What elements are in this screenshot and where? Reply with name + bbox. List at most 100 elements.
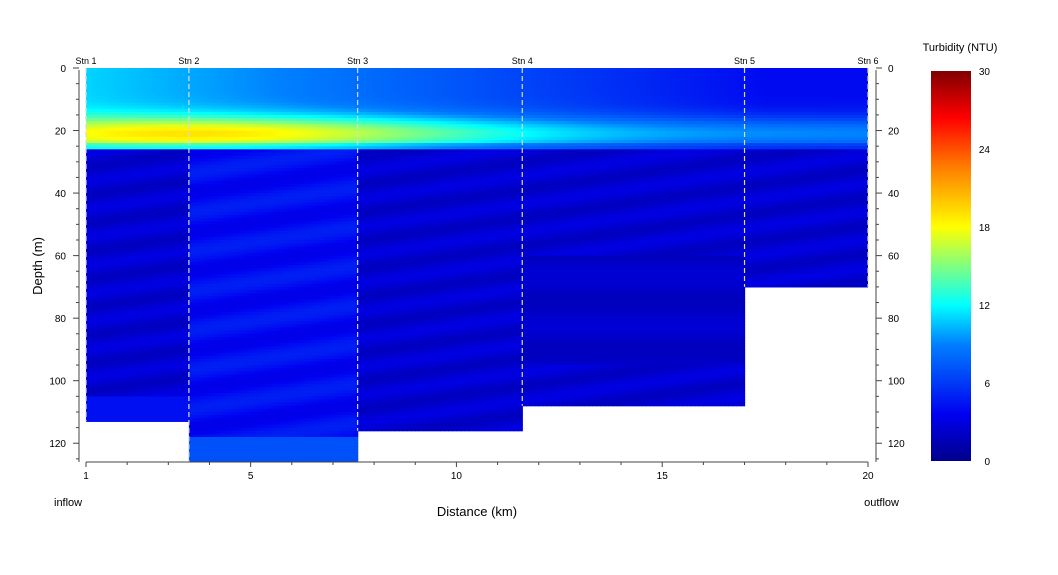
heatmap-cell	[98, 186, 104, 191]
heatmap-cell	[123, 180, 128, 185]
heatmap-cell	[143, 308, 149, 313]
heatmap-cell	[110, 230, 116, 235]
heatmap-cell	[102, 374, 108, 379]
heatmap-cell	[135, 418, 141, 422]
heatmap-cell	[90, 114, 95, 119]
heatmap-cell	[139, 293, 145, 297]
heatmap-cell	[127, 368, 132, 372]
heatmap-cell	[106, 293, 112, 297]
heatmap-cell	[102, 377, 108, 382]
heatmap-cell	[139, 189, 145, 194]
heatmap-cell	[131, 274, 136, 279]
heatmap-cell	[143, 202, 149, 207]
heatmap-cell	[114, 174, 120, 179]
heatmap-cell	[151, 249, 157, 254]
heatmap-cell	[155, 265, 161, 269]
heatmap-cell	[106, 365, 112, 369]
heatmap-cell	[114, 183, 120, 188]
heatmap-cell	[118, 243, 124, 247]
heatmap-cell	[123, 227, 128, 232]
heatmap-cell	[131, 174, 136, 179]
heatmap-cell	[106, 161, 112, 166]
heatmap-cell	[86, 336, 91, 341]
heatmap-cell	[139, 149, 145, 154]
heatmap-cell	[106, 68, 112, 72]
heatmap-cell	[106, 130, 112, 135]
heatmap-cell	[151, 143, 157, 147]
heatmap-cell	[106, 405, 112, 410]
heatmap-cell	[151, 239, 157, 244]
heatmap-cell	[110, 89, 116, 94]
heatmap-cell	[135, 180, 141, 185]
heatmap-cell	[90, 390, 95, 394]
heatmap-cell	[94, 68, 99, 72]
heatmap-cell	[155, 183, 161, 188]
heatmap-cell	[90, 271, 95, 275]
heatmap-cell	[123, 196, 128, 200]
heatmap-cell	[98, 114, 104, 119]
heatmap-cell	[118, 346, 124, 351]
heatmap-cell	[143, 127, 149, 132]
heatmap-cell	[131, 293, 136, 297]
heatmap-cell	[123, 105, 128, 110]
heatmap-cell	[110, 171, 116, 175]
heatmap-cell	[110, 311, 116, 316]
heatmap-cell	[98, 130, 104, 135]
heatmap-cell	[123, 108, 128, 113]
heatmap-cell	[114, 374, 120, 379]
heatmap-cell	[155, 102, 161, 107]
heatmap-cell	[139, 346, 145, 351]
heatmap-cell	[127, 271, 132, 275]
heatmap-cell	[90, 393, 95, 397]
heatmap-cell	[139, 393, 145, 397]
heatmap-cell	[135, 349, 141, 354]
heatmap-cell	[98, 77, 104, 82]
heatmap-cell	[151, 283, 157, 288]
heatmap-cell	[114, 346, 120, 351]
heatmap-cell	[90, 168, 95, 172]
heatmap-cell	[86, 365, 91, 369]
heatmap-cell	[106, 118, 112, 122]
heatmap-cell	[102, 293, 108, 297]
heatmap-cell	[90, 355, 95, 360]
heatmap-cell	[86, 296, 91, 300]
heatmap-cell	[98, 415, 104, 419]
heatmap-cell	[110, 136, 116, 141]
heatmap-cell	[118, 246, 124, 250]
heatmap-cell	[147, 152, 153, 157]
heatmap-cell	[86, 243, 91, 247]
heatmap-cell	[123, 102, 128, 107]
heatmap-cell	[110, 121, 116, 125]
heatmap-cell	[86, 130, 91, 135]
heatmap-cell	[127, 133, 132, 138]
heatmap-cell	[86, 214, 91, 219]
heatmap-cell	[147, 418, 153, 422]
heatmap-cell	[98, 174, 104, 179]
heatmap-cell	[127, 321, 132, 326]
heatmap-cell	[94, 315, 99, 319]
heatmap-cell	[139, 155, 145, 160]
heatmap-cell	[147, 77, 153, 82]
heatmap-cell	[118, 171, 124, 175]
heatmap-cell	[151, 130, 157, 135]
heatmap-cell	[139, 252, 145, 257]
heatmap-cell	[180, 418, 186, 422]
heatmap-cell	[86, 396, 91, 401]
heatmap-cell	[98, 230, 104, 235]
heatmap-cell	[139, 218, 145, 222]
heatmap-cell	[102, 405, 108, 410]
heatmap-cell	[94, 133, 99, 138]
heatmap-cell	[94, 208, 99, 213]
heatmap-cell	[131, 286, 136, 291]
heatmap-cell	[86, 290, 91, 294]
heatmap-cell	[143, 89, 149, 94]
heatmap-cell	[102, 261, 108, 266]
heatmap-cell	[155, 199, 161, 204]
heatmap-cell	[110, 290, 116, 294]
heatmap-cell	[135, 68, 141, 72]
heatmap-cell	[155, 180, 161, 185]
heatmap-cell	[139, 324, 145, 329]
heatmap-cell	[98, 258, 104, 263]
heatmap-cell	[102, 252, 108, 257]
heatmap-cell	[94, 365, 99, 369]
